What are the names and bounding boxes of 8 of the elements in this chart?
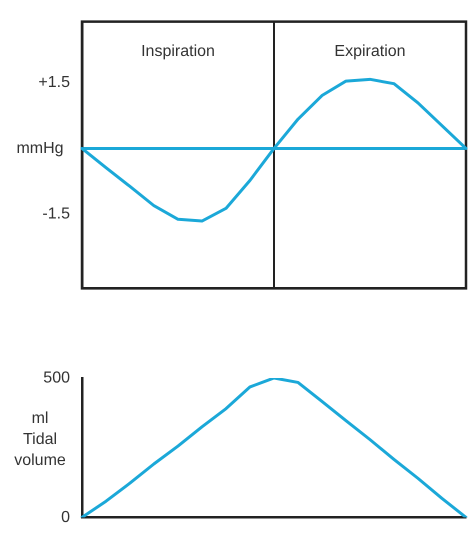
y-tick-label: -1.5 <box>42 205 70 222</box>
y-axis-title: mmHg <box>16 140 64 157</box>
y-axis-title: ml Tidal volume <box>14 410 66 470</box>
annotation: Inspiration <box>141 43 215 60</box>
annotation: Expiration <box>334 43 406 60</box>
y-tick-label: 500 <box>43 369 70 386</box>
y-tick-label: +1.5 <box>38 74 70 92</box>
y-tick-label: 0 <box>61 508 70 526</box>
